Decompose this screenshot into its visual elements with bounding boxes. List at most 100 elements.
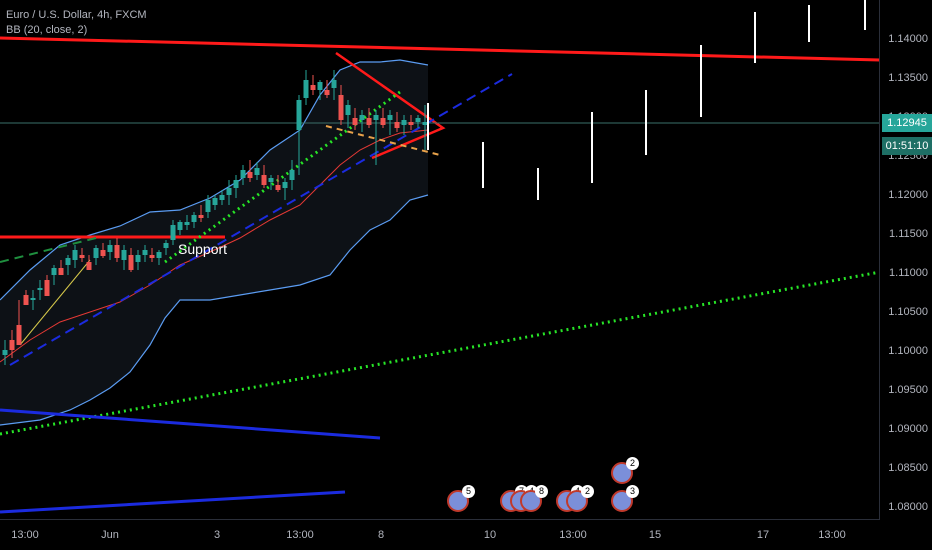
candle-body (184, 222, 190, 225)
time-tick: 3 (213, 529, 221, 541)
candle-body (114, 245, 120, 258)
blue-dashed-trend (9, 73, 513, 366)
candlesticks (2, 70, 428, 365)
event-flag-icon[interactable]: 5 (447, 485, 475, 512)
candle-body (275, 185, 281, 190)
candle-body (338, 95, 344, 120)
bb-middle-band (0, 129, 429, 363)
green-dashed-trend (0, 236, 101, 263)
event-flag-icon[interactable]: 2 (566, 485, 594, 512)
candle-body (261, 175, 267, 185)
candle-body (345, 105, 351, 115)
candle-body (107, 245, 113, 252)
blue-line-lower-2 (0, 490, 346, 514)
candle-body (331, 80, 337, 88)
candle-body (268, 178, 274, 182)
candle-body (100, 250, 106, 256)
candle-body (37, 288, 43, 290)
candle-body (30, 298, 36, 300)
price-tick: 1.12000 (888, 189, 928, 201)
chart-legend: Euro / U.S. Dollar, 4h, FXCM BB (20, clo… (6, 8, 147, 38)
candle-body (163, 243, 169, 248)
blue-line-lower-1 (0, 408, 381, 440)
candle-body (282, 182, 288, 188)
candle-body (16, 325, 22, 345)
candle-body (359, 115, 365, 120)
candle-body (9, 340, 15, 350)
event-flag-icon[interactable]: 2 (611, 457, 639, 484)
candle-body (317, 82, 323, 90)
triangle-pattern (335, 51, 446, 160)
candle-body (23, 295, 29, 305)
candle-body (226, 188, 232, 195)
candle-body (44, 280, 50, 296)
symbol-title: Euro / U.S. Dollar, 4h, FXCM (6, 9, 147, 21)
support-label: Support (178, 241, 228, 257)
time-tick: 13:00 (818, 529, 846, 541)
time-tick: 17 (756, 529, 770, 541)
price-tick: 1.11500 (889, 228, 928, 240)
candle-body (93, 248, 99, 258)
price-tick: 1.14000 (888, 33, 928, 45)
candle-body (296, 100, 302, 130)
candle-body (380, 118, 386, 125)
event-flag-icon[interactable]: 3 (611, 485, 639, 512)
candle-body (65, 258, 71, 265)
candle-body (387, 115, 393, 120)
time-tick: 13:00 (11, 529, 39, 541)
event-count: 5 (462, 485, 475, 498)
price-tick: 1.10000 (888, 345, 928, 357)
price-tick: 1.10500 (888, 306, 928, 318)
candle-body (240, 170, 246, 178)
candle-body (191, 215, 197, 222)
candle-body (170, 225, 176, 240)
candle-body (2, 350, 8, 355)
event-count: 3 (626, 485, 639, 498)
candle-body (135, 255, 141, 262)
price-tick: 1.11000 (889, 267, 928, 279)
orange-dashed (325, 125, 441, 156)
candle-body (142, 250, 148, 255)
candle-body (149, 255, 155, 258)
price-tick: 1.08500 (888, 462, 928, 474)
resistance-line-top (0, 36, 881, 62)
event-count: 2 (581, 485, 594, 498)
price-tick: 1.08000 (888, 501, 928, 513)
candle-body (233, 180, 239, 188)
candle-body (373, 115, 379, 120)
time-axis[interactable]: 13:00 Jun 3 13:00 8 10 13:00 15 17 13:00 (0, 519, 880, 550)
event-flag-icon[interactable]: 8 (520, 485, 548, 512)
candle-body (408, 122, 414, 125)
candle-body (394, 122, 400, 128)
candle-body (366, 118, 372, 125)
candle-body (401, 120, 407, 125)
green-dotted-long (0, 270, 881, 436)
event-count: 2 (626, 457, 639, 470)
candle-body (422, 122, 428, 125)
candle-body (58, 268, 64, 275)
time-tick: Jun (101, 529, 119, 541)
bb-fill (0, 60, 428, 425)
yellow-trend (19, 259, 91, 346)
candle-body (86, 262, 92, 270)
bb-lower-band (0, 194, 429, 426)
time-tick: 10 (483, 529, 497, 541)
candle-body (51, 268, 57, 275)
candle-body (310, 85, 316, 90)
price-axis[interactable]: 1.140001.135001.130001.125001.120001.115… (879, 0, 932, 520)
candle-body (352, 118, 358, 125)
candle-body (198, 215, 204, 218)
candle-body (128, 255, 134, 270)
candle-body (79, 255, 85, 258)
time-tick: 8 (377, 529, 385, 541)
time-tick: 13:00 (559, 529, 587, 541)
candle-body (254, 168, 260, 175)
candle-body (72, 250, 78, 260)
price-tick: 1.09500 (888, 384, 928, 396)
candle-body (247, 172, 253, 178)
projected-bars (427, 0, 866, 200)
green-dotted-short (164, 90, 401, 264)
candle-body (289, 170, 295, 180)
candle-body (121, 250, 127, 260)
